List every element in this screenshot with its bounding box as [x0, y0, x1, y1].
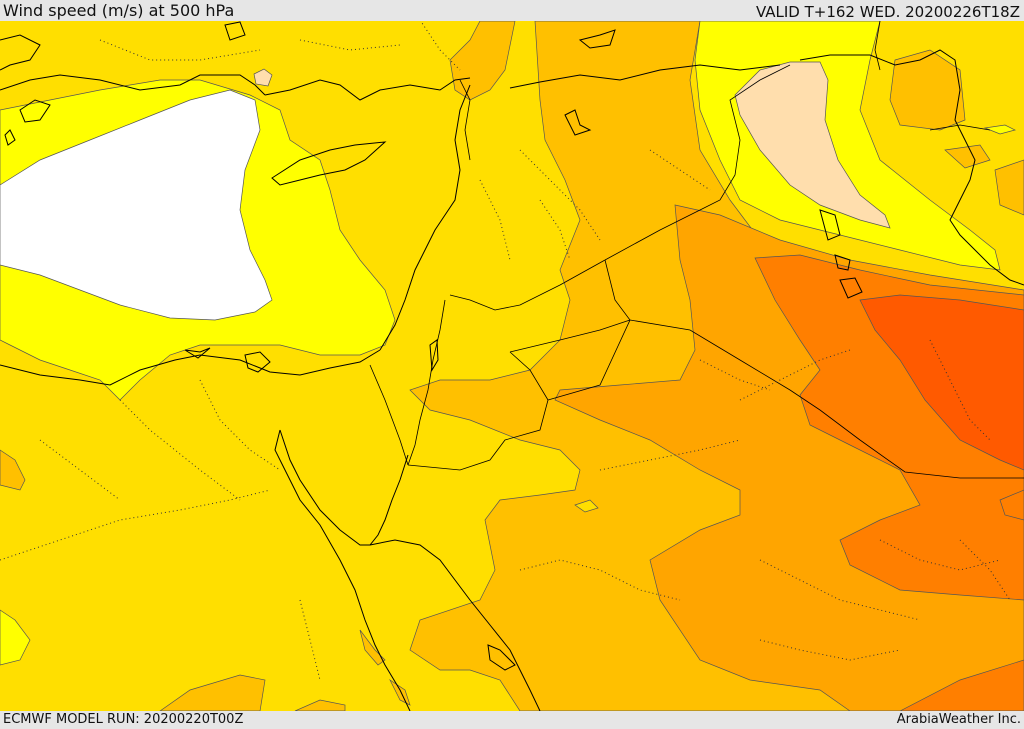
model-run-label: ECMWF MODEL RUN: 20200220T00Z — [3, 712, 244, 727]
contour-tan — [734, 61, 891, 229]
valid-time: VALID T+162 WED. 20200226T18Z — [755, 3, 1020, 21]
coastlines — [0, 21, 1024, 711]
wind-speed-map[interactable] — [0, 21, 1024, 711]
header-bar: Wind speed (m/s) at 500 hPa VALID T+162 … — [0, 0, 1024, 21]
admin-dotted-lines — [0, 21, 1011, 681]
contour-red-orange — [859, 294, 1024, 471]
contour-white — [0, 89, 273, 321]
credit-label: ArabiaWeather Inc. — [896, 712, 1021, 727]
country-borders — [369, 21, 1024, 479]
footer-bar: ECMWF MODEL RUN: 20200220T00Z ArabiaWeat… — [0, 711, 1024, 729]
map-title: Wind speed (m/s) at 500 hPa — [3, 1, 235, 20]
